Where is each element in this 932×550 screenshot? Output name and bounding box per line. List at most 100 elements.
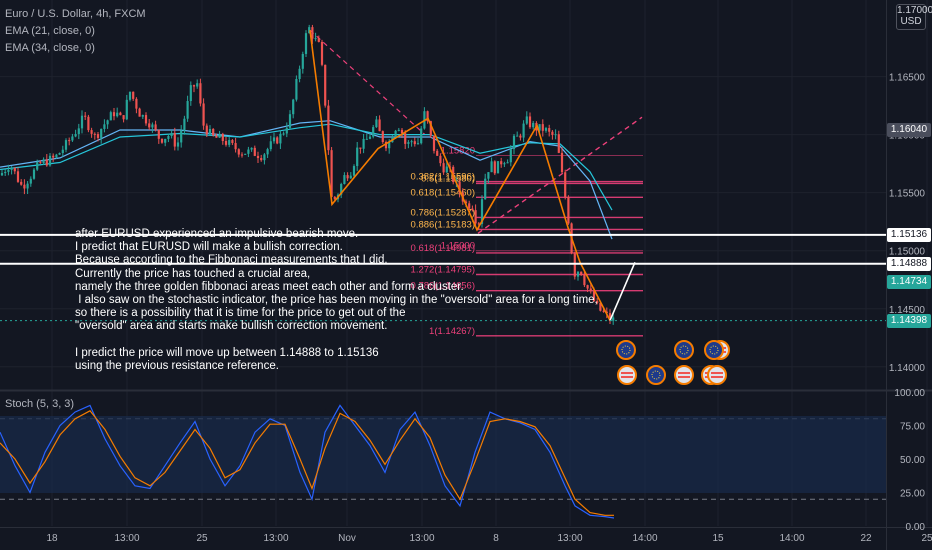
candle-body [404, 133, 407, 144]
candle-body [61, 149, 64, 154]
stoch-d-line [0, 410, 614, 516]
candle-body [160, 138, 164, 143]
candle-body [288, 114, 292, 128]
candle-body [586, 285, 589, 289]
candle-body [23, 184, 26, 189]
candle-body [375, 119, 378, 128]
candle-body [365, 138, 368, 140]
us-flag-icon [617, 365, 637, 385]
currency-button[interactable]: 1.17000 USD [896, 4, 932, 30]
time-tick-label: 15 [712, 533, 724, 544]
candle-body [96, 134, 100, 138]
candle-body [388, 142, 391, 149]
candle-body [100, 128, 103, 138]
candle-body [576, 271, 580, 277]
price-tick-label: 1.15500 [889, 189, 926, 200]
candle-body [525, 116, 528, 124]
candle-body [29, 178, 32, 184]
stochastic-lines [0, 404, 615, 519]
candle-body [26, 183, 29, 189]
candle-body [16, 171, 20, 182]
price-badge-resistance-2: 1.14888 [887, 256, 931, 271]
candle-body [551, 131, 554, 135]
eu-flag-icon [616, 340, 636, 360]
candle-body [372, 127, 375, 137]
candle-body [4, 171, 7, 174]
eu-flag-icon [704, 340, 724, 360]
currency-top-price: 1.17000 [897, 5, 932, 16]
candle-body [151, 124, 154, 128]
candle-body [80, 115, 84, 129]
candle-body [237, 149, 240, 155]
candle-body [573, 253, 576, 277]
candle-body [420, 128, 423, 144]
candle-body [240, 154, 244, 156]
candle-body [426, 111, 429, 122]
candle-body [144, 115, 148, 124]
candle-body [349, 175, 352, 179]
time-tick-label: 13:00 [557, 533, 582, 544]
price-tick-label: 1.15000 [889, 247, 926, 258]
candle-body [500, 161, 503, 165]
candle-body [228, 140, 231, 145]
us-flag-stripe [711, 372, 723, 374]
candle-body [215, 135, 218, 138]
candle-body [55, 154, 58, 158]
time-tick-label: 18 [46, 533, 58, 544]
us-flag-stripe [678, 376, 690, 378]
candle-body [516, 135, 519, 137]
fib-level-label: 0.382(1.15596) [411, 172, 475, 183]
eu-flag-stars [651, 370, 661, 380]
candle-body [196, 83, 199, 87]
candle-body [20, 181, 23, 185]
candle-body [397, 129, 400, 131]
candle-body [263, 154, 266, 161]
candle-body [407, 142, 410, 144]
candle-body [596, 300, 599, 303]
candle-body [71, 136, 74, 141]
candle-body [381, 131, 384, 143]
candle-body [324, 64, 327, 106]
fib-level-label: 0.786(1.14656) [411, 281, 475, 292]
candle-body [295, 78, 298, 100]
resistance-lines [0, 233, 886, 322]
price-tick-label: 1.16500 [889, 73, 926, 84]
economic-event-icons [616, 340, 730, 385]
candle-body [128, 91, 132, 100]
candle-body [84, 115, 87, 117]
ema21-legend[interactable]: EMA (21, close, 0) [5, 25, 95, 37]
candle-body [0, 173, 4, 176]
candle-body [564, 172, 567, 198]
eu-flag-icon [674, 340, 694, 360]
candle-body [362, 138, 365, 149]
candle-body [244, 153, 247, 155]
candle-body [301, 53, 304, 69]
price-badge-ema: 1.14734 [887, 274, 931, 289]
ema-lines [0, 120, 613, 240]
candle-body [589, 288, 592, 292]
candle-body [496, 161, 500, 174]
stoch-legend[interactable]: Stoch (5, 3, 3) [5, 398, 75, 410]
candle-body [205, 125, 208, 135]
candle-body [266, 149, 269, 155]
candle-body [176, 142, 180, 147]
us-flag-icon [674, 365, 694, 385]
candle-body [442, 163, 445, 173]
candle-body [48, 155, 52, 166]
us-flag-stripe [621, 372, 633, 374]
candle-body [52, 155, 55, 158]
candle-body [304, 33, 308, 54]
candle-body [148, 123, 151, 128]
candle-body [173, 133, 176, 147]
candle-body [272, 137, 276, 142]
symbol-legend[interactable]: Euro / U.S. Dollar, 4h, FXCM [5, 8, 146, 20]
fib-level-label: 0.618(1.14981) [411, 243, 475, 254]
candle-body [522, 123, 525, 138]
candle-body [487, 172, 490, 179]
ema34-legend[interactable]: EMA (34, close, 0) [5, 42, 95, 54]
candle-body [13, 167, 16, 172]
fib-level-label: 0.5(1.15580) [421, 173, 475, 184]
stoch-tick-label: 0.00 [906, 522, 926, 533]
candle-body [135, 98, 138, 109]
